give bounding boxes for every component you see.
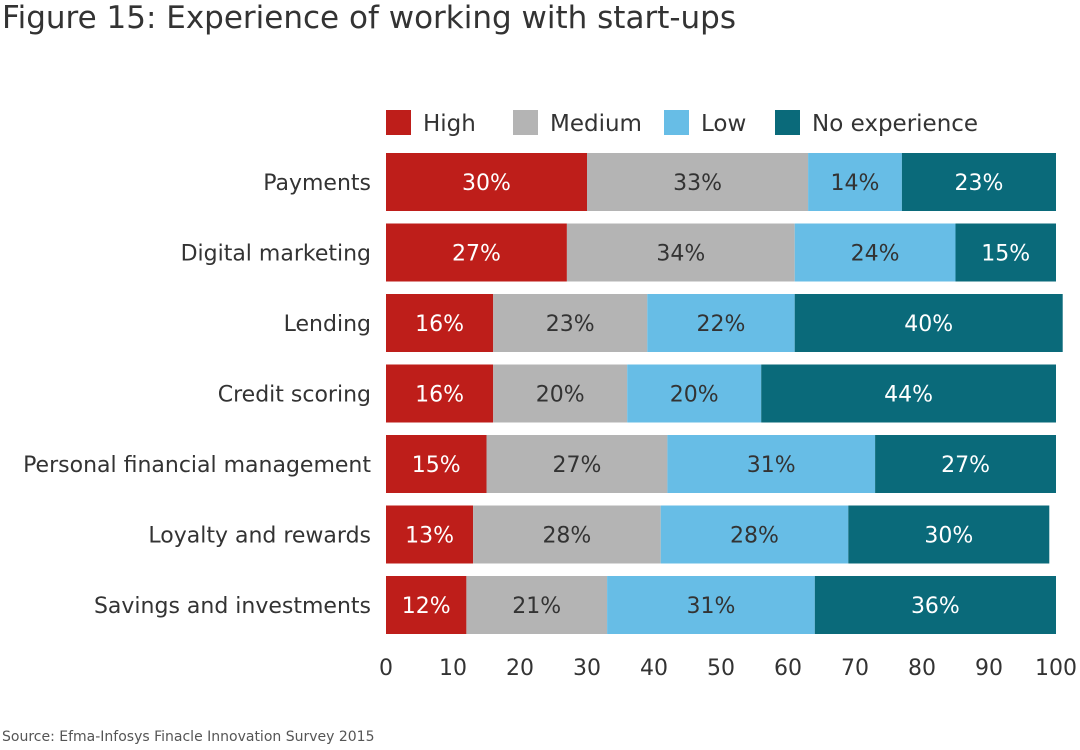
bar-savings-and-investments-high [386, 576, 467, 634]
bar-label-digital-marketing-high: 27% [452, 242, 501, 267]
bar-label-digital-marketing-no-experience: 15% [981, 242, 1030, 267]
bar-label-loyalty-and-rewards-medium: 28% [542, 524, 591, 549]
bar-credit-scoring-no-experience [761, 364, 1056, 423]
bar-label-payments-no-experience: 23% [954, 171, 1003, 196]
bar-savings-and-investments-low [607, 576, 815, 634]
bar-credit-scoring-medium [493, 364, 628, 423]
bar-label-savings-and-investments-low: 31% [686, 594, 735, 619]
x-tick-label-70: 70 [841, 656, 869, 681]
source-note: Source: Efma-Infosys Finacle Innovation … [2, 729, 375, 745]
legend-label-no-experience: No experience [812, 111, 978, 137]
category-label-digital-marketing: Digital marketing [181, 242, 371, 267]
bar-digital-marketing-low [794, 223, 956, 282]
bar-label-digital-marketing-low: 24% [851, 242, 900, 267]
bar-label-savings-and-investments-medium: 21% [512, 594, 561, 619]
bar-label-credit-scoring-low: 20% [670, 383, 719, 408]
value-axis: 0 10 20 30 40 50 60 70 80 90 100 [379, 656, 1077, 681]
category-label-savings-and-investments: Savings and investments [94, 594, 371, 619]
category-axis: Payments Digital marketing Lending Credit s… [23, 171, 371, 619]
bar-digital-marketing-no-experience [955, 223, 1056, 282]
bar-savings-and-investments-medium [466, 576, 608, 634]
legend-label-medium: Medium [550, 111, 642, 137]
legend-label-low: Low [701, 111, 746, 137]
bar-label-personal-financial-management-medium: 27% [552, 453, 601, 478]
bar-label-loyalty-and-rewards-high: 13% [405, 524, 454, 549]
bar-credit-scoring-high [386, 364, 494, 423]
bar-label-loyalty-and-rewards-low: 28% [730, 524, 779, 549]
x-tick-label-100: 100 [1035, 656, 1077, 681]
x-tick-label-40: 40 [640, 656, 668, 681]
bar-payments-no-experience [901, 153, 1056, 211]
bar-lending-medium [493, 294, 648, 352]
bar-label-personal-financial-management-no-experience: 27% [941, 453, 990, 478]
bar-personal-financial-management-no-experience [875, 435, 1056, 493]
bar-label-digital-marketing-medium: 34% [656, 242, 705, 267]
figure-title: Figure 15: Experience of working with st… [2, 0, 737, 36]
bar-label-payments-low: 14% [831, 171, 880, 196]
x-tick-label-30: 30 [573, 656, 601, 681]
bar-payments-high [386, 153, 587, 211]
legend-swatch-high [386, 110, 411, 135]
x-tick-label-20: 20 [506, 656, 534, 681]
bar-digital-marketing-high [386, 223, 567, 282]
x-tick-label-10: 10 [439, 656, 467, 681]
category-label-personal-financial-management: Personal financial management [23, 453, 371, 478]
category-label-loyalty-and-rewards: Loyalty and rewards [148, 524, 371, 549]
x-tick-label-80: 80 [908, 656, 936, 681]
bar-loyalty-and-rewards-no-experience [848, 505, 1050, 564]
bar-label-loyalty-and-rewards-no-experience: 30% [924, 524, 973, 549]
x-tick-label-0: 0 [379, 656, 393, 681]
bar-label-lending-medium: 23% [546, 312, 595, 337]
bar-payments-low [808, 153, 902, 211]
category-label-lending: Lending [284, 312, 371, 337]
bar-label-savings-and-investments-no-experience: 36% [911, 594, 960, 619]
legend: High Medium Low No experience [386, 110, 978, 137]
category-label-credit-scoring: Credit scoring [218, 383, 371, 408]
legend-swatch-medium [513, 110, 538, 135]
bars-area: 30% 33% 14% 23% 27% 34% 24% 15% 16% 23% 22% 40% 16% 2… [386, 153, 1063, 634]
bar-label-lending-no-experience: 40% [904, 312, 953, 337]
legend-swatch-no-experience [775, 110, 800, 135]
bar-lending-high [386, 294, 494, 352]
bar-label-payments-medium: 33% [673, 171, 722, 196]
bar-label-personal-financial-management-low: 31% [747, 453, 796, 478]
bar-loyalty-and-rewards-low [660, 505, 849, 564]
x-tick-label-60: 60 [774, 656, 802, 681]
bar-personal-financial-management-medium [486, 435, 668, 493]
bar-payments-medium [587, 153, 809, 211]
bar-label-personal-financial-management-high: 15% [412, 453, 461, 478]
bar-label-lending-low: 22% [697, 312, 746, 337]
x-tick-label-50: 50 [707, 656, 735, 681]
bar-lending-no-experience [794, 294, 1063, 352]
category-label-payments: Payments [263, 171, 371, 196]
bar-label-credit-scoring-no-experience: 44% [884, 383, 933, 408]
bar-savings-and-investments-no-experience [814, 576, 1056, 634]
bar-label-payments-high: 30% [462, 171, 511, 196]
bar-label-credit-scoring-medium: 20% [536, 383, 585, 408]
bar-personal-financial-management-high [386, 435, 487, 493]
bar-loyalty-and-rewards-high [386, 505, 474, 564]
bar-label-credit-scoring-high: 16% [415, 383, 464, 408]
bar-personal-financial-management-low [667, 435, 876, 493]
legend-swatch-low [664, 110, 689, 135]
stacked-bar-chart: High Medium Low No experience 30% 33% 14% 23% 2… [23, 110, 1077, 681]
bar-loyalty-and-rewards-medium [473, 505, 661, 564]
bar-label-lending-high: 16% [415, 312, 464, 337]
legend-label-high: High [423, 111, 476, 137]
bar-credit-scoring-low [627, 364, 762, 423]
bar-digital-marketing-medium [566, 223, 795, 282]
bar-lending-low [647, 294, 795, 352]
bar-label-savings-and-investments-high: 12% [402, 594, 451, 619]
x-tick-label-90: 90 [975, 656, 1003, 681]
